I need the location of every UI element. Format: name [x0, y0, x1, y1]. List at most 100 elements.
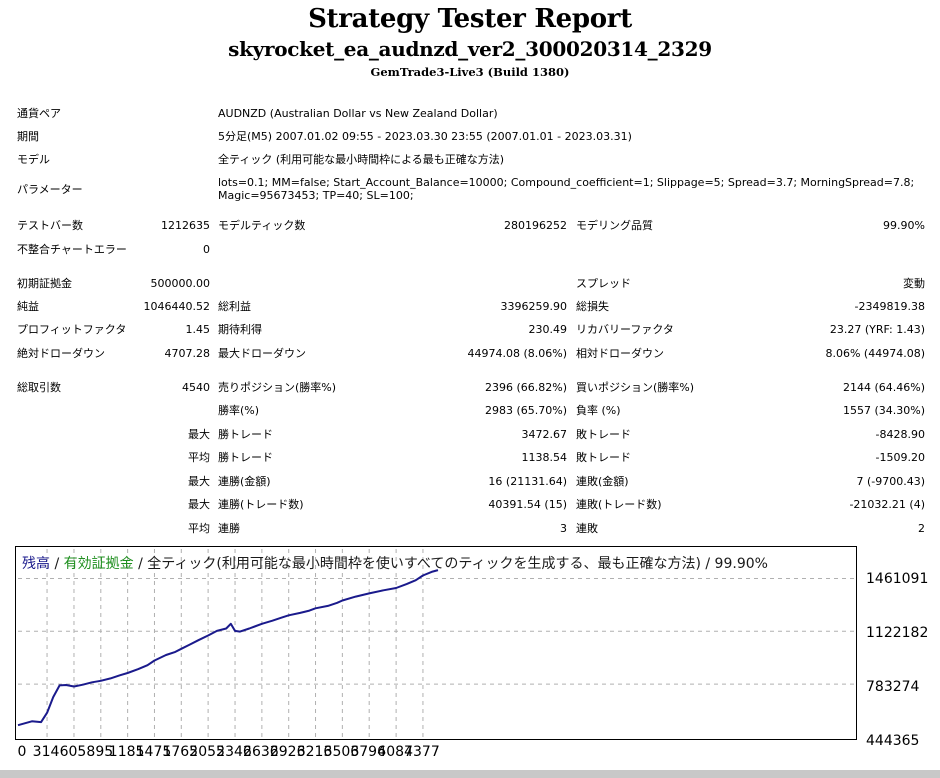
- cons-lossmax-label: 連敗(トレード数): [576, 498, 662, 511]
- cons-lossmax-value: -21032.21 (4): [849, 498, 925, 511]
- x-tick-label: 2055: [189, 744, 225, 760]
- abs-dd-label: 絶対ドローダウン: [17, 347, 105, 360]
- x-tick-label: 3216: [296, 744, 333, 760]
- y-tick-label: 783274: [866, 679, 920, 695]
- avg-loss-label: 敗トレード: [576, 451, 631, 464]
- gross-loss-value: -2349819.38: [854, 300, 925, 313]
- largest-win-value: 3472.67: [521, 428, 568, 441]
- trades-label: 総取引数: [17, 381, 61, 394]
- x-tick-label: 4377: [404, 744, 440, 760]
- gross-profit-label: 総利益: [218, 300, 251, 313]
- cons-wins-amt-value: 16 (21131.64): [488, 475, 567, 488]
- chart-plot: [17, 549, 854, 737]
- model-value: 全ティック (利用可能な最小時間枠による最も正確な方法): [218, 153, 505, 166]
- avg-loss-value: -1509.20: [875, 451, 925, 464]
- avg-label-1: 平均: [188, 451, 210, 464]
- max-label-1: 最大: [188, 428, 210, 441]
- report-subtitle: skyrocket_ea_audnzd_ver2_300020314_2329: [228, 37, 712, 61]
- largest-loss-label: 敗トレード: [576, 428, 631, 441]
- cons-profit-value: 40391.54 (15): [488, 498, 567, 511]
- bars-label: テストバー数: [17, 219, 83, 232]
- avg-cons-loss-value: 2: [918, 522, 925, 535]
- gross-loss-label: 総損失: [576, 300, 609, 313]
- pair-label: 通貨ペア: [17, 107, 61, 120]
- cons-loss-amt-label: 連敗(金額): [576, 475, 629, 488]
- ticks-label: モデルティック数: [218, 219, 306, 232]
- deposit-label: 初期証拠金: [17, 277, 72, 290]
- ticks-value: 280196252: [504, 219, 567, 232]
- spread-label: スプレッド: [576, 277, 631, 290]
- period-label: 期間: [17, 130, 39, 143]
- net-value: 1046440.52: [143, 300, 210, 313]
- x-tick-label: 895: [86, 744, 114, 760]
- x-tick-label: 3796: [350, 744, 387, 760]
- expected-label: 期待利得: [218, 323, 262, 336]
- x-tick-label: 314: [32, 744, 60, 760]
- deposit-value: 500000.00: [150, 277, 211, 290]
- pair-value: AUDNZD (Australian Dollar vs New Zealand…: [218, 107, 498, 120]
- largest-win-label: 勝トレード: [218, 428, 273, 441]
- x-tick-label: 3506: [323, 744, 360, 760]
- avg-label-2: 平均: [188, 522, 210, 535]
- x-tick-label: 0: [17, 744, 27, 760]
- loss-rate-label: 負率 (%): [576, 404, 621, 417]
- avg-cons-loss-label: 連敗: [576, 522, 598, 535]
- period-value: 5分足(M5) 2007.01.02 09:55 - 2023.03.30 23…: [218, 130, 632, 143]
- params-label: パラメーター: [17, 183, 83, 196]
- legend-equity: 有効証拠金: [63, 556, 134, 572]
- trades-value: 4540: [182, 381, 210, 394]
- params-line1: lots=0.1; MM=false; Start_Account_Balanc…: [218, 176, 915, 189]
- rel-dd-value: 8.06% (44974.08): [825, 347, 925, 360]
- max-dd-label: 最大ドローダウン: [218, 347, 306, 360]
- gross-profit-value: 3396259.90: [500, 300, 567, 313]
- spread-value: 変動: [903, 277, 925, 290]
- recovery-value: 23.27 (YRF: 1.43): [829, 323, 925, 336]
- avg-win-label: 勝トレード: [218, 451, 273, 464]
- chart-legend: 残高 / 有効証拠金 / 全ティック(利用可能な最小時間枠を使いすべてのティック…: [22, 553, 768, 573]
- long-value: 2144 (64.46%): [842, 381, 925, 394]
- build-info: GemTrade3-Live3 (Build 1380): [370, 65, 570, 79]
- win-rate-value: 2983 (65.70%): [484, 404, 567, 417]
- expected-value: 230.49: [528, 323, 568, 336]
- short-value: 2396 (66.82%): [484, 381, 567, 394]
- mismatch-value: 0: [203, 243, 210, 256]
- legend-description: / 全ティック(利用可能な最小時間枠を使いすべてのティックを生成する、最も正確な…: [133, 556, 768, 572]
- avg-cons-wins-label: 連勝: [218, 522, 240, 535]
- pf-label: プロフィットファクタ: [17, 323, 127, 336]
- x-tick-label: 2926: [269, 744, 306, 760]
- x-tick-label: 2636: [243, 744, 279, 760]
- max-label-2: 最大: [188, 475, 210, 488]
- abs-dd-value: 4707.28: [164, 347, 211, 360]
- x-tick-label: 2346: [216, 744, 252, 760]
- max-label-3: 最大: [188, 498, 210, 511]
- max-dd-value: 44974.08 (8.06%): [467, 347, 567, 360]
- largest-loss-value: -8428.90: [875, 428, 925, 441]
- cons-loss-amt-value: 7 (-9700.43): [856, 475, 925, 488]
- x-tick-label: 605: [59, 744, 87, 760]
- x-tick-label: 1185: [108, 744, 145, 760]
- model-label: モデル: [17, 153, 50, 166]
- pf-value: 1.45: [185, 323, 211, 336]
- params-line2: Magic=95673453; TP=40; SL=100;: [218, 189, 414, 202]
- y-tick-label: 444365: [866, 733, 920, 749]
- report-title: Strategy Tester Report: [308, 4, 632, 34]
- x-tick-label: 1765: [162, 744, 199, 760]
- legend-sep: /: [50, 556, 64, 572]
- chart-frame: 残高 / 有効証拠金 / 全ティック(利用可能な最小時間枠を使いすべてのティック…: [15, 546, 857, 740]
- table-header-strip: [0, 770, 940, 778]
- long-label: 買いポジション(勝率%): [576, 381, 695, 394]
- mismatch-label: 不整合チャートエラー: [17, 243, 127, 256]
- recovery-label: リカバリーファクタ: [576, 323, 674, 336]
- x-tick-label: 4087: [377, 744, 413, 760]
- cons-wins-amt-label: 連勝(金額): [218, 475, 271, 488]
- y-tick-label: 1461091: [866, 571, 929, 587]
- net-label: 純益: [17, 300, 39, 313]
- cons-profit-label: 連勝(トレード数): [218, 498, 304, 511]
- quality-value: 99.90%: [883, 219, 925, 232]
- rel-dd-label: 相対ドローダウン: [576, 347, 664, 360]
- y-tick-label: 1122182: [866, 625, 929, 641]
- legend-balance: 残高: [22, 556, 50, 572]
- win-rate-label: 勝率(%): [218, 404, 260, 417]
- x-tick-label: 1475: [135, 744, 172, 760]
- loss-rate-value: 1557 (34.30%): [842, 404, 925, 417]
